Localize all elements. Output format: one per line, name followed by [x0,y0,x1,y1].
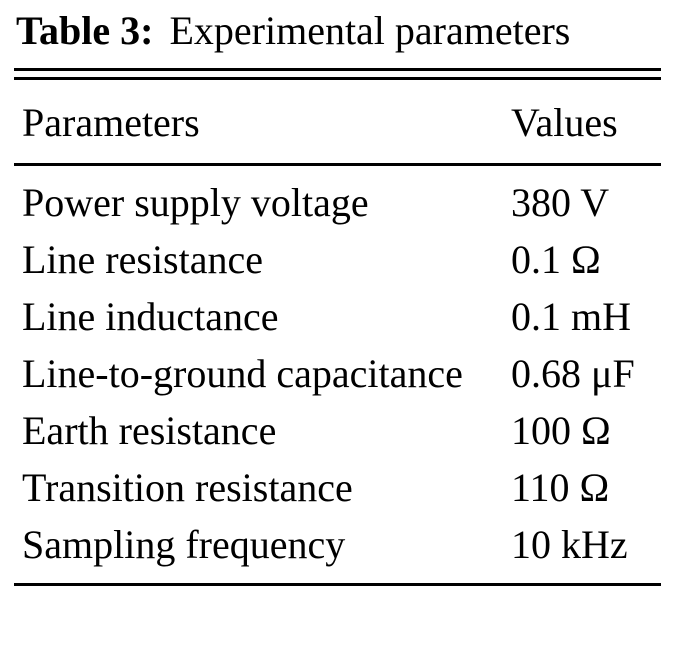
value-cell: 380 V [511,180,610,225]
parameter-cell: Transition resistance [22,465,353,510]
table-row: Line resistance 0.1 Ω [14,231,661,288]
parameter-cell: Earth resistance [22,408,277,453]
value-cell: 110 Ω [511,465,610,510]
table-caption-label: Table 3: [16,8,154,53]
table-body: Power supply voltage 380 V Line resistan… [14,166,661,583]
value-cell: 10 kHz [511,522,628,567]
table-caption-text: Experimental parameters [169,8,571,53]
header-values: Values [511,100,618,145]
parameter-cell: Line resistance [22,237,263,282]
table-caption: Table 3: Experimental parameters [16,6,661,56]
table-bottom-rule [14,583,661,586]
table-top-rule [14,68,661,80]
value-cell: 0.1 mH [511,294,631,339]
header-parameters: Parameters [22,100,200,145]
value-cell: 100 Ω [511,408,611,453]
table-header-rule [14,163,661,166]
table-row: Power supply voltage 380 V [14,174,661,231]
table-header-row: Parameters Values [14,80,661,163]
parameter-cell: Line inductance [22,294,279,339]
table-row: Sampling frequency 10 kHz [14,516,661,573]
value-cell: 0.1 Ω [511,237,601,282]
value-cell: 0.68 μF [511,351,635,396]
table-row: Earth resistance 100 Ω [14,402,661,459]
table-row: Transition resistance 110 Ω [14,459,661,516]
table-row: Line-to-ground capacitance 0.68 μF [14,345,661,402]
table-row: Line inductance 0.1 mH [14,288,661,345]
parameter-cell: Sampling frequency [22,522,346,567]
parameter-cell: Line-to-ground capacitance [22,351,463,396]
parameter-cell: Power supply voltage [22,180,369,225]
